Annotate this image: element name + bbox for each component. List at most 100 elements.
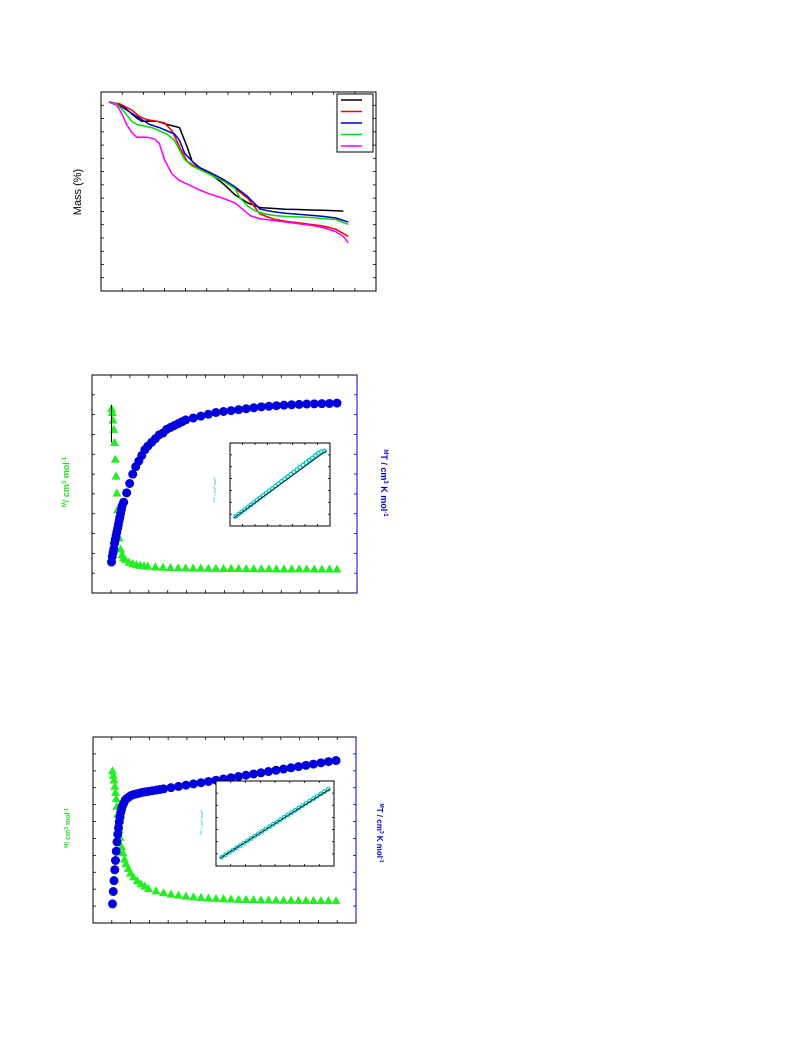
inset-point bbox=[270, 821, 276, 827]
chiT-point bbox=[159, 784, 168, 794]
inset-point bbox=[289, 810, 294, 816]
chi-point bbox=[174, 890, 183, 899]
chiT-point bbox=[181, 415, 191, 425]
inset-point bbox=[281, 814, 287, 820]
chiT-point bbox=[294, 399, 304, 409]
chi-point bbox=[219, 894, 228, 903]
chi-point bbox=[241, 894, 251, 904]
chi-point bbox=[204, 893, 213, 902]
chi-point bbox=[332, 564, 342, 573]
inset-point bbox=[291, 469, 297, 475]
chi-point bbox=[211, 563, 221, 572]
chi-point bbox=[108, 766, 117, 775]
chi-point bbox=[286, 895, 296, 904]
chi-point bbox=[110, 437, 120, 446]
chiT-point bbox=[279, 764, 288, 774]
chiT-point bbox=[332, 398, 342, 408]
chi-point bbox=[129, 872, 138, 881]
tga-series-line-4 bbox=[108, 101, 349, 226]
mag2-marks bbox=[108, 756, 341, 909]
chi-point bbox=[151, 886, 161, 895]
tga-series-line-3 bbox=[108, 101, 349, 223]
chi-point bbox=[203, 563, 213, 572]
mag2-left-y-label: M/ cm3 mol-1 bbox=[64, 808, 72, 848]
chiT-point bbox=[331, 756, 341, 766]
chi-point bbox=[181, 563, 191, 572]
chi-point bbox=[256, 564, 266, 573]
chi-point bbox=[271, 564, 281, 573]
inset-point bbox=[267, 824, 272, 830]
chi-point bbox=[111, 787, 120, 796]
chi-point bbox=[189, 892, 198, 901]
chiT-point bbox=[256, 768, 266, 778]
chiT-point bbox=[109, 876, 119, 886]
chiT-point bbox=[111, 846, 121, 856]
chi-point bbox=[324, 895, 333, 905]
chi-point bbox=[226, 894, 236, 903]
inset-point bbox=[306, 457, 312, 463]
chiT-point bbox=[249, 403, 259, 413]
mag2-inset-marks bbox=[219, 786, 331, 860]
chi-point bbox=[143, 561, 153, 570]
chiT-point bbox=[271, 765, 281, 775]
chiT-point bbox=[112, 837, 122, 847]
chi-point bbox=[294, 895, 303, 904]
chi-point bbox=[324, 564, 334, 573]
chi-point bbox=[241, 564, 251, 573]
inset-point bbox=[241, 840, 247, 846]
chiT-point bbox=[302, 399, 312, 409]
inset-point bbox=[292, 807, 298, 813]
chiT-point bbox=[256, 402, 266, 412]
chi-point bbox=[166, 562, 176, 572]
mag2-right-y-label: MT / cm3 K mol-1 bbox=[375, 804, 384, 863]
chi-point bbox=[158, 562, 168, 571]
magnetic-chart-2: MT / cm3 mol-1 M/ cm3 mol-1 MT / cm3 K m… bbox=[64, 736, 384, 924]
chi-point bbox=[108, 415, 118, 424]
tga-ticks bbox=[100, 91, 377, 292]
chiT-point bbox=[226, 406, 236, 416]
inset-point bbox=[312, 453, 318, 458]
inset-point bbox=[263, 826, 269, 832]
chiT-point bbox=[271, 401, 281, 411]
chiT-point bbox=[241, 770, 251, 780]
inset-point bbox=[242, 507, 248, 512]
inset-point bbox=[288, 471, 294, 477]
inset-point bbox=[296, 805, 302, 811]
chiT-point bbox=[286, 763, 296, 773]
chi-point bbox=[188, 563, 198, 572]
chi-point bbox=[301, 895, 311, 904]
inset-point bbox=[259, 828, 265, 834]
chiT-point bbox=[316, 758, 326, 768]
chi-point bbox=[226, 563, 236, 572]
chi-point bbox=[109, 775, 119, 784]
chi-point bbox=[234, 894, 243, 903]
chi-point bbox=[116, 544, 126, 553]
chiT-point bbox=[287, 400, 297, 410]
chi-point bbox=[279, 895, 288, 904]
chi-point bbox=[234, 563, 244, 572]
chiT-point bbox=[204, 776, 213, 786]
chi-point bbox=[249, 564, 259, 573]
mag1-left-y-label: M/ cm3 mol-1 bbox=[61, 456, 71, 507]
chiT-point bbox=[249, 769, 258, 779]
chi-point bbox=[107, 407, 117, 417]
chi-point bbox=[211, 893, 221, 902]
chi-point bbox=[112, 488, 122, 497]
chi-point bbox=[144, 883, 153, 892]
chiT-point bbox=[196, 411, 206, 421]
tga-lines bbox=[108, 101, 349, 244]
inset-point bbox=[252, 833, 258, 839]
inset-point bbox=[294, 467, 300, 473]
inset-point bbox=[300, 462, 306, 468]
inset-point bbox=[237, 843, 243, 848]
chi-point bbox=[331, 895, 341, 905]
chiT-point bbox=[125, 479, 135, 488]
chi-point bbox=[309, 895, 318, 905]
inset-point bbox=[297, 464, 303, 470]
chiT-point bbox=[234, 405, 244, 415]
chi-point bbox=[118, 848, 128, 857]
inset-point bbox=[219, 854, 225, 860]
chiT-point bbox=[196, 778, 206, 788]
chiT-point bbox=[181, 780, 191, 790]
